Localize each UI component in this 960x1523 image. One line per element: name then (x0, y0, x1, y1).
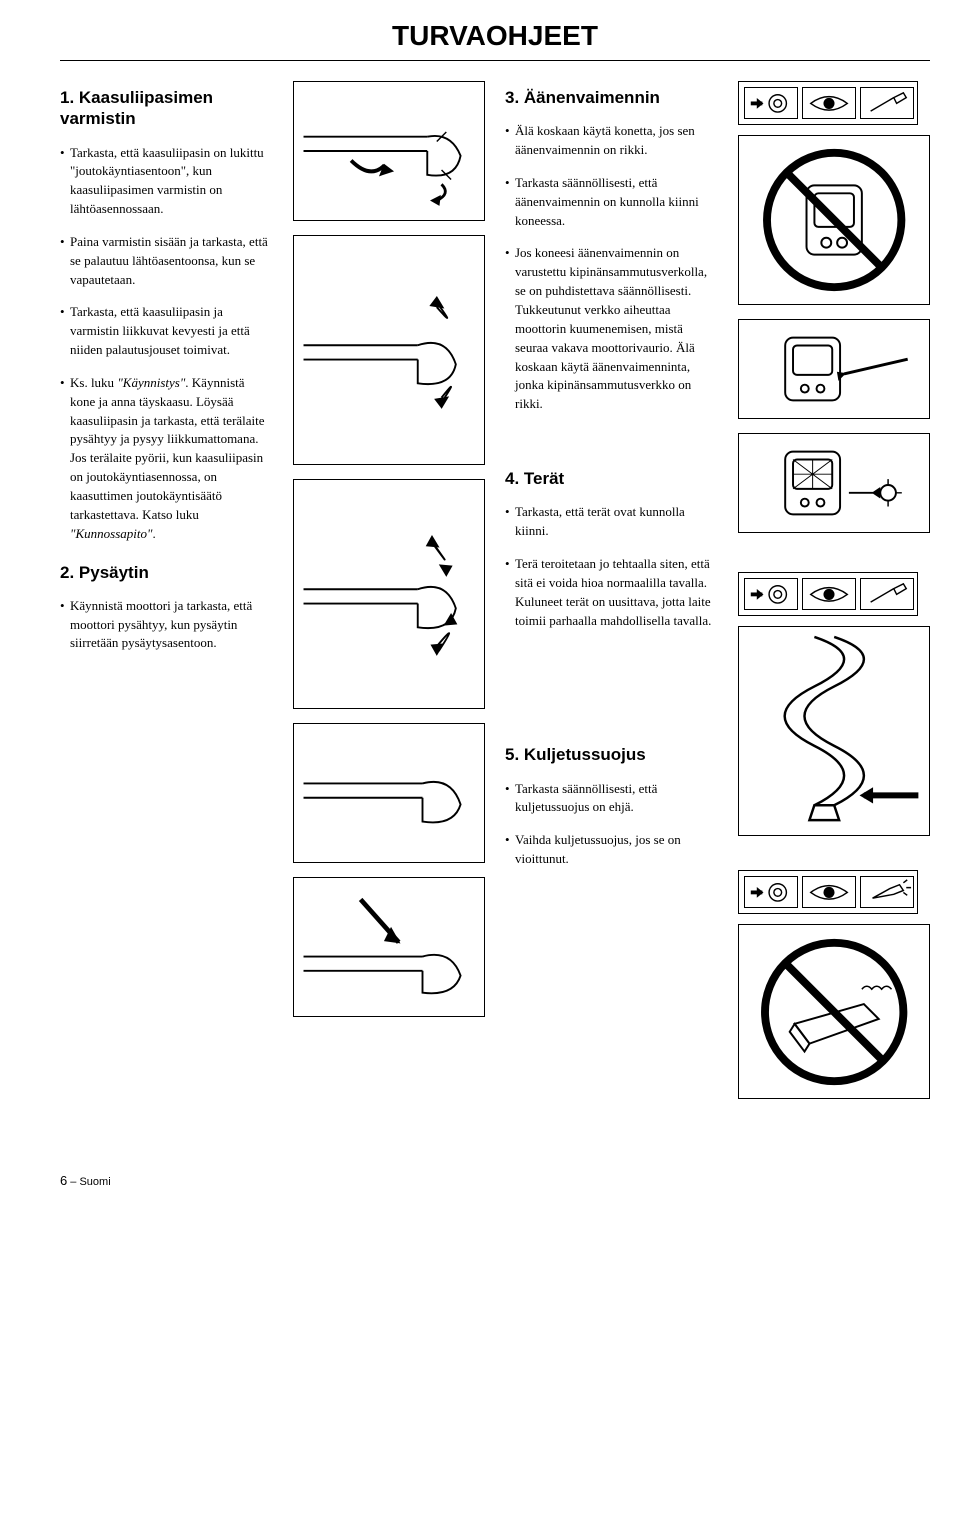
section-2-list: Käynnistä moottori ja tarkasta, että moo… (60, 597, 273, 654)
auger-blade-illustration (738, 626, 930, 836)
auger-icon (739, 627, 929, 835)
list-item: Paina varmistin sisään ja tarkasta, että… (60, 233, 273, 290)
section-5-list: Tarkasta säännöllisesti, että kuljetussu… (505, 780, 718, 869)
list-item: Käynnistä moottori ja tarkasta, että moo… (60, 597, 273, 654)
handle-arrows-icon (294, 236, 484, 464)
brush-icon (860, 578, 914, 610)
section-4-title: 4. Terät (505, 468, 718, 489)
list-item: Tarkasta, että kaasuliipasin ja varmisti… (60, 303, 273, 360)
section-4-list: Tarkasta, että terät ovat kunnolla kiinn… (505, 503, 718, 630)
stop-switch-icon (744, 876, 798, 908)
throttle-lock-illustration (293, 81, 485, 221)
text: Ks. luku (70, 375, 117, 390)
no-broken-guard-icon (739, 925, 929, 1098)
page-title: TURVAOHJEET (60, 20, 930, 61)
flashlight-icon (860, 876, 914, 908)
stop-switch-illustration (293, 877, 485, 1017)
section-3-title: 3. Äänenvaimennin (505, 87, 718, 108)
section-1-list: Tarkasta, että kaasuliipasin on lukittu … (60, 144, 273, 544)
list-item: Tarkasta, että terät ovat kunnolla kiinn… (505, 503, 718, 541)
safety-icon-row (738, 572, 918, 616)
muffler-check-illustration (738, 319, 930, 419)
stop-switch-icon (744, 578, 798, 610)
transport-guard-prohibited-illustration (738, 924, 930, 1099)
handle-icon (294, 724, 484, 862)
section-2-title: 2. Pysäytin (60, 562, 273, 583)
eye-icon (802, 578, 856, 610)
eye-icon (802, 876, 856, 908)
list-item: Terä teroitetaan jo tehtaalla siten, ett… (505, 555, 718, 630)
text-italic: "Käynnistys" (117, 375, 185, 390)
column-3: 3. Äänenvaimennin Älä koskaan käytä kone… (505, 81, 718, 1113)
throttle-return-illustration (293, 235, 485, 465)
muffler-screwdriver-icon (739, 320, 929, 418)
column-4-illustrations (738, 81, 930, 1113)
text-italic: "Kunnossapito" (70, 526, 152, 541)
throttle-idle-illustration (293, 723, 485, 863)
handle-stop-icon (294, 878, 484, 1016)
handle-double-arrows-icon (294, 480, 484, 708)
list-item: Tarkasta, että kaasuliipasin on lukittu … (60, 144, 273, 219)
list-item: Jos koneesi äänenvaimennin on varustettu… (505, 244, 718, 414)
section-5-title: 5. Kuljetussuojus (505, 744, 718, 765)
page-footer: 6 – Suomi (60, 1173, 930, 1188)
safety-icon-row (738, 870, 918, 914)
list-item: Ks. luku "Käynnistys". Käynnistä kone ja… (60, 374, 273, 544)
text: . (152, 526, 155, 541)
list-item: Tarkasta säännöllisesti, että kuljetussu… (505, 780, 718, 818)
muffler-prohibited-illustration (738, 135, 930, 305)
content-columns: 1. Kaasuliipasimen varmistin Tarkasta, e… (60, 81, 930, 1113)
text: . Käynnistä kone ja anna täyskaasu. Löys… (70, 375, 265, 522)
no-muffler-icon (739, 136, 929, 304)
section-3-list: Älä koskaan käytä konetta, jos sen äänen… (505, 122, 718, 414)
section-1-title: 1. Kaasuliipasimen varmistin (60, 87, 273, 130)
footer-lang: – Suomi (67, 1176, 110, 1188)
muffler-bolt-icon (739, 434, 929, 532)
list-item: Tarkasta säännöllisesti, että äänenvaime… (505, 174, 718, 231)
list-item: Vaihda kuljetussuojus, jos se on vioittu… (505, 831, 718, 869)
column-2-illustrations (293, 81, 485, 1113)
throttle-spring-illustration (293, 479, 485, 709)
safety-icon-row (738, 81, 918, 125)
handle-icon (294, 82, 484, 220)
eye-icon (802, 87, 856, 119)
stop-switch-icon (744, 87, 798, 119)
column-1: 1. Kaasuliipasimen varmistin Tarkasta, e… (60, 81, 273, 1113)
brush-icon (860, 87, 914, 119)
muffler-mesh-illustration (738, 433, 930, 533)
list-item: Älä koskaan käytä konetta, jos sen äänen… (505, 122, 718, 160)
